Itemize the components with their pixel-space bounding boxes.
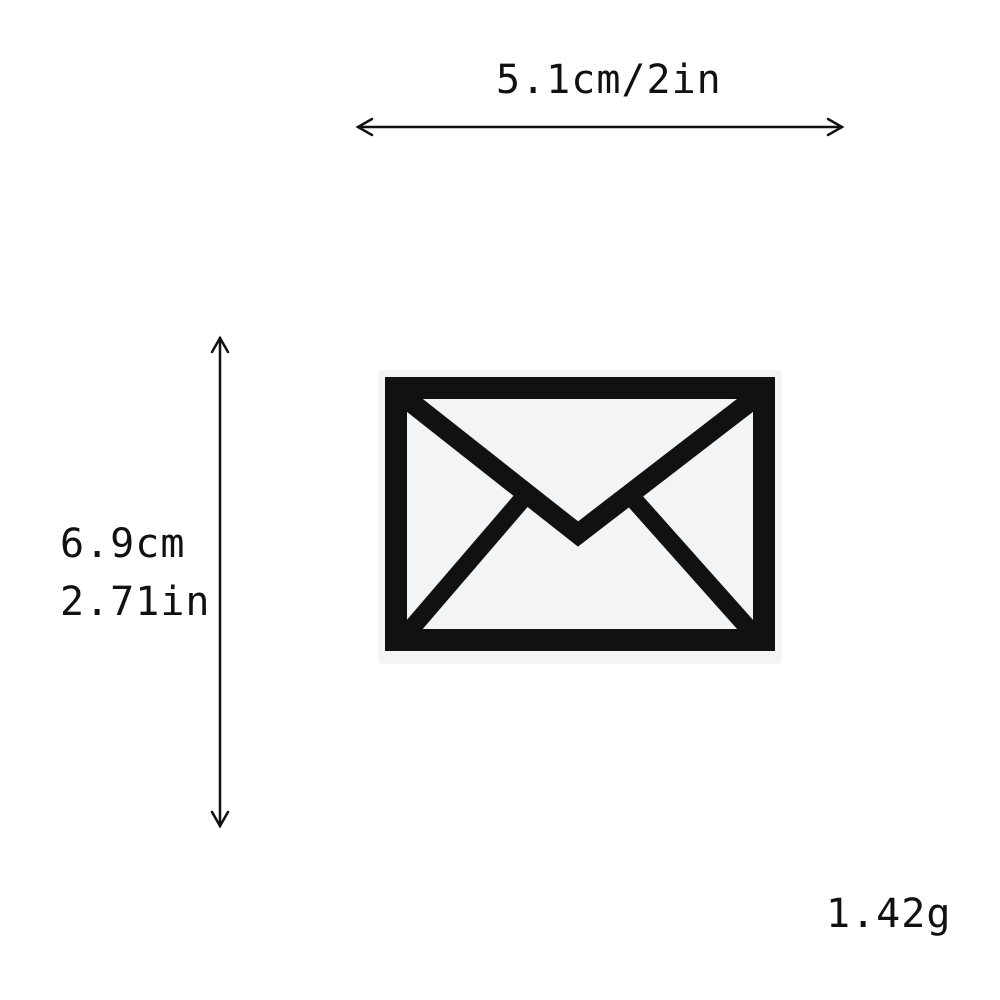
envelope-flap: [393, 385, 767, 547]
envelope-border: [385, 377, 775, 651]
height-arrow: [210, 335, 230, 829]
height-dimension-in-label: 2.71in: [60, 579, 211, 625]
envelope-patch: [380, 372, 780, 662]
weight-label: 1.42g: [826, 891, 952, 937]
width-dimension-label: 5.1cm/2in: [496, 57, 722, 103]
envelope-left-fold: [397, 489, 533, 643]
height-dimension-cm-label: 6.9cm: [60, 521, 186, 567]
envelope-icon: [385, 377, 775, 651]
envelope-right-fold: [623, 489, 763, 643]
width-arrow: [355, 117, 845, 137]
